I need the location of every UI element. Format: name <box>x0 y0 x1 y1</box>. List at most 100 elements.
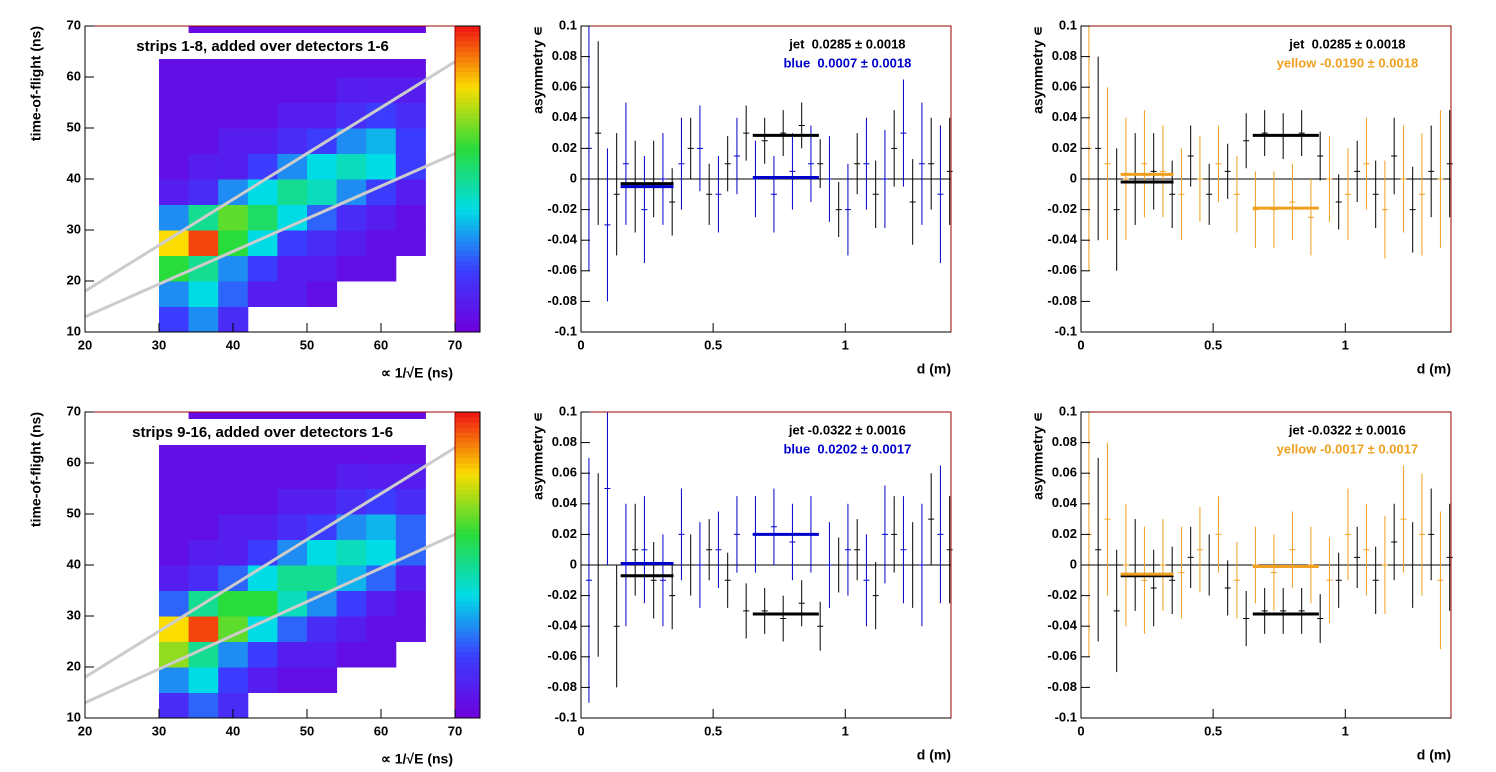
colorbar-step <box>455 71 480 78</box>
heat-cell <box>218 667 249 693</box>
heat-cell <box>218 281 249 307</box>
colorbar-step <box>455 194 480 200</box>
colorbar-step <box>455 539 480 546</box>
error-bar <box>780 595 787 642</box>
y-tick-label: 0.1 <box>1059 17 1077 32</box>
x-tick-label: 1 <box>842 337 849 352</box>
y-tick-label: 0 <box>570 556 577 571</box>
colorbar-step <box>455 600 480 607</box>
y-tick-label: -0.06 <box>1047 648 1077 663</box>
legend-entry: jet -0.0322 ± 0.0016 <box>1288 422 1406 437</box>
error-bar <box>1104 87 1111 241</box>
error-bar <box>1400 125 1407 233</box>
error-bar <box>863 534 870 627</box>
error-bar <box>761 587 768 634</box>
error-bar <box>789 503 796 581</box>
heat-cell <box>307 102 338 129</box>
heat-cell <box>247 667 278 693</box>
error-bar <box>789 133 796 210</box>
error-bar <box>918 503 925 627</box>
error-bar <box>1428 488 1435 581</box>
y-tick-label: 30 <box>67 607 81 622</box>
heat-cell <box>159 514 190 540</box>
heat-cell <box>247 255 278 282</box>
y-tick-label: 0.1 <box>559 403 577 418</box>
colorbar-step <box>455 250 480 256</box>
colorbar-step <box>455 544 480 551</box>
heat-cell <box>307 281 338 307</box>
heat-cell <box>366 616 397 642</box>
colorbar-step <box>455 641 480 648</box>
colorbar-step <box>455 554 480 561</box>
heat-cell <box>247 616 278 642</box>
colorbar-step <box>455 616 480 622</box>
colorbar-step <box>455 265 480 272</box>
error-bar <box>770 488 777 565</box>
heat-cell <box>277 641 308 668</box>
error-bar <box>798 102 805 149</box>
colorbar-step <box>455 122 480 129</box>
y-tick-label: -0.1 <box>1055 323 1077 338</box>
heat-cell <box>247 463 278 489</box>
colorbar-step <box>455 112 480 119</box>
colorbar-step <box>455 306 480 313</box>
colorbar-step <box>455 610 480 617</box>
colorbar-step <box>455 519 480 525</box>
error-bar <box>678 488 685 581</box>
heat-cell <box>188 230 219 256</box>
error-bar <box>1400 465 1407 573</box>
heat-cell <box>307 463 338 489</box>
heat-cell <box>247 77 278 103</box>
heat-cell <box>159 204 190 231</box>
heat-cell <box>247 590 278 617</box>
y-tick-label: 0 <box>1070 170 1077 185</box>
colorbar-step <box>455 158 480 165</box>
colorbar-step <box>455 427 480 433</box>
x-tick-label: 1 <box>842 723 849 738</box>
y-tick-label: 0 <box>1070 556 1077 571</box>
colorbar-step <box>455 163 480 170</box>
heat-cell <box>366 77 397 103</box>
y-tick-label: 70 <box>67 403 81 418</box>
heat-cell <box>395 565 426 591</box>
error-bar <box>891 496 898 573</box>
colorbar-step <box>455 651 480 658</box>
y-axis-title: asymmetry ∊ <box>1030 26 1046 114</box>
error-bar <box>909 522 916 608</box>
heat-cell <box>159 153 190 180</box>
heat-cell <box>277 565 308 591</box>
heat-cell <box>366 590 397 617</box>
colorbar-step <box>455 107 480 114</box>
heat-cell <box>247 128 278 154</box>
y-tick-label: 0.02 <box>552 526 577 541</box>
y-tick-label: -0.02 <box>547 587 577 602</box>
heat-cell <box>247 514 278 540</box>
error-bar <box>743 583 750 639</box>
y-tick-label: 0.08 <box>1052 434 1077 449</box>
error-bar <box>1446 110 1453 218</box>
error-bar <box>1298 587 1305 634</box>
y-tick-label: 0.06 <box>552 79 577 94</box>
colorbar-step <box>455 432 480 438</box>
heat-cell <box>277 616 308 642</box>
colorbar-step <box>455 697 480 704</box>
heat-cell <box>188 539 219 566</box>
colorbar-step <box>455 580 480 586</box>
error-bar <box>613 133 620 256</box>
colorbar-step <box>455 493 480 500</box>
colorbar-step <box>455 102 480 109</box>
colorbar-step <box>455 51 480 58</box>
colorbar-step <box>455 41 480 47</box>
error-bar <box>817 601 824 651</box>
error-bar <box>946 496 953 604</box>
heat-cell <box>277 102 308 129</box>
heat-cell <box>159 463 190 489</box>
colorbar-step <box>455 621 480 627</box>
cut-line <box>84 60 456 293</box>
colorbar-step <box>455 26 480 32</box>
error-bar <box>798 580 805 627</box>
colorbar-step <box>455 87 480 93</box>
heat-cell <box>366 539 397 566</box>
y-tick-label: -0.02 <box>547 201 577 216</box>
error-bar <box>1428 125 1435 218</box>
